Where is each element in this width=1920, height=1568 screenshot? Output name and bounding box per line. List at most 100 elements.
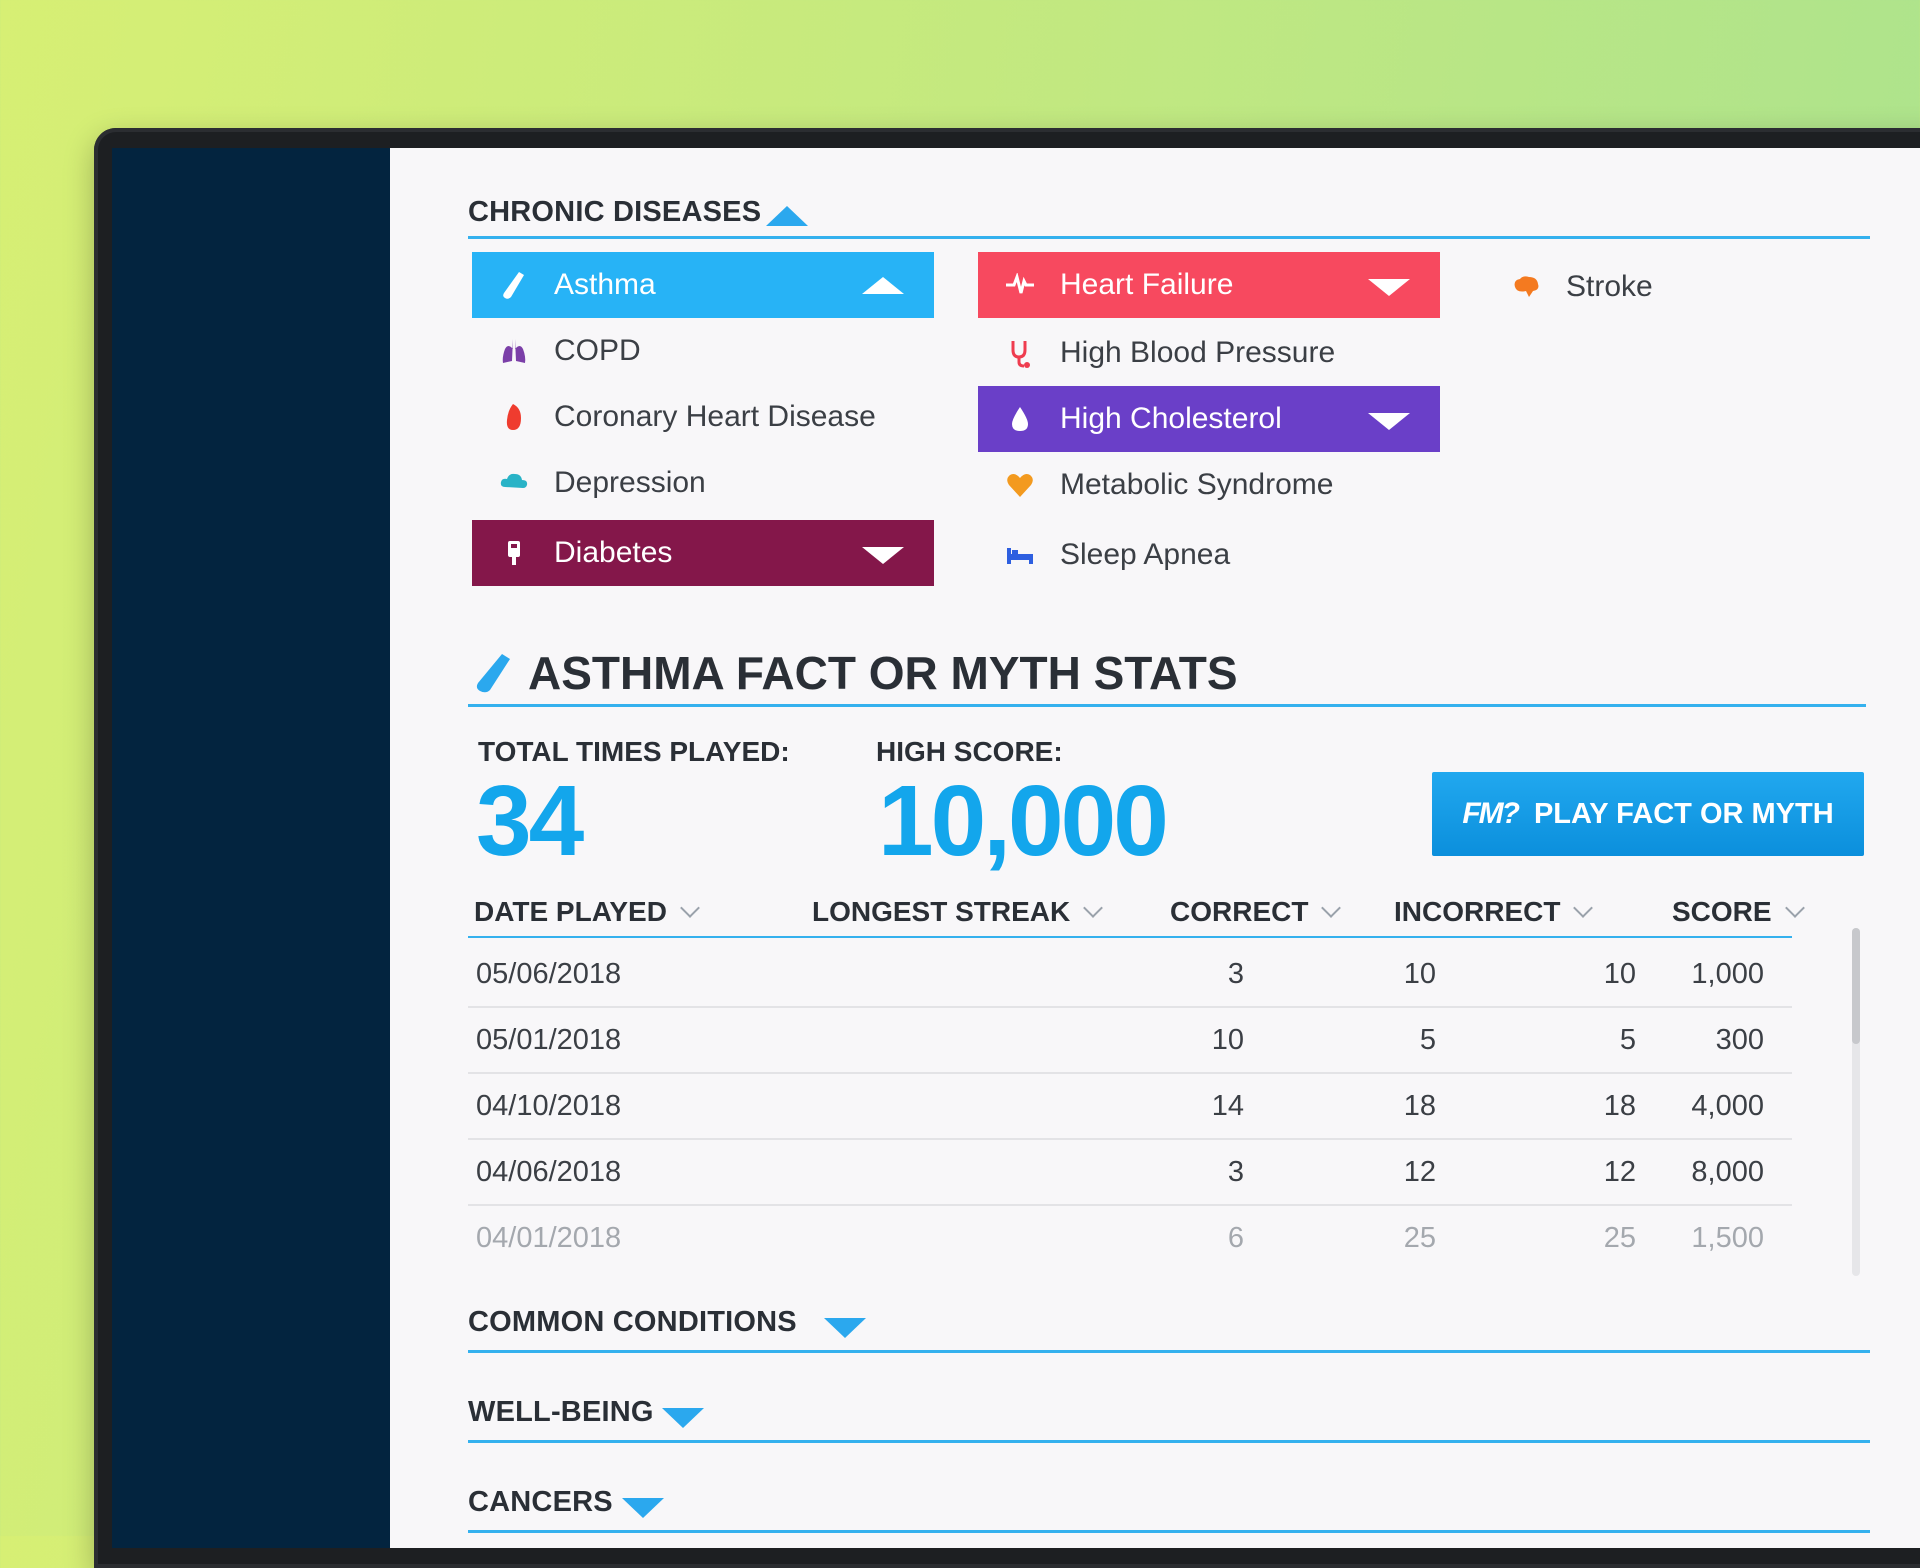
brain-icon xyxy=(1510,271,1542,303)
disease-item-diabetes[interactable]: Diabetes xyxy=(472,520,934,586)
fact-or-myth-logo-icon: FM? xyxy=(1462,797,1520,830)
cell-date: 05/01/2018 xyxy=(476,1024,622,1056)
column-header-longest-streak[interactable]: LONGEST STREAK xyxy=(812,896,1104,928)
cell-correct: 18 xyxy=(1403,1090,1436,1122)
disease-label: Diabetes xyxy=(554,536,673,569)
disease-label: Sleep Apnea xyxy=(1060,538,1231,571)
expand-down-icon[interactable] xyxy=(662,1408,704,1428)
play-fact-or-myth-button[interactable]: FM? PLAY FACT OR MYTH xyxy=(1432,772,1864,856)
scrollbar-thumb[interactable] xyxy=(1852,928,1860,1044)
section-divider xyxy=(468,1530,1870,1533)
inhaler-icon xyxy=(498,269,530,301)
cell-score: 8,000 xyxy=(1691,1156,1764,1188)
table-scrollbar[interactable] xyxy=(1852,928,1860,1276)
section-title-well-being[interactable]: WELL-BEING xyxy=(468,1396,654,1428)
disease-label: Metabolic Syndrome xyxy=(1060,468,1334,501)
cell-incorrect: 18 xyxy=(1603,1090,1636,1122)
disease-item-metabolic-syndrome[interactable]: Metabolic Syndrome xyxy=(978,452,1440,518)
disease-item-coronary-heart-disease[interactable]: Coronary Heart Disease xyxy=(472,384,934,450)
inhaler-icon xyxy=(474,652,512,699)
section-divider xyxy=(468,1440,1870,1443)
disease-label: Asthma xyxy=(554,268,656,301)
section-title-cancers[interactable]: CANCERS xyxy=(468,1486,613,1518)
column-header-date-played[interactable]: DATE PLAYED xyxy=(474,896,700,928)
cloud-rain-icon xyxy=(498,467,530,499)
high-score-value: 10,000 xyxy=(878,765,1169,877)
section-divider xyxy=(468,236,1870,239)
cell-score: 1,500 xyxy=(1691,1222,1764,1254)
total-times-played-label: TOTAL TIMES PLAYED: xyxy=(478,736,790,767)
cell-incorrect: 12 xyxy=(1603,1156,1636,1188)
cell-longest-streak: 3 xyxy=(1227,1156,1244,1188)
disease-item-stroke[interactable]: Stroke xyxy=(1484,254,1920,320)
cell-longest-streak: 6 xyxy=(1227,1222,1244,1254)
disease-label: High Cholesterol xyxy=(1060,402,1282,435)
chevron-down-icon xyxy=(1321,898,1342,918)
chevron-down-icon xyxy=(1083,898,1104,918)
droplet-icon xyxy=(1004,403,1036,435)
disease-label: Coronary Heart Disease xyxy=(554,400,876,433)
collapse-up-icon xyxy=(862,277,904,294)
disease-item-depression[interactable]: Depression xyxy=(472,450,934,516)
header-label: LONGEST STREAK xyxy=(812,896,1071,927)
cell-incorrect: 10 xyxy=(1603,958,1636,990)
disease-label: Depression xyxy=(554,466,706,499)
cell-incorrect: 25 xyxy=(1603,1222,1636,1254)
cell-date: 05/06/2018 xyxy=(476,958,622,990)
disease-item-high-cholesterol[interactable]: High Cholesterol xyxy=(978,386,1440,452)
total-times-played-value: 34 xyxy=(476,765,584,877)
table-row[interactable]: 04/10/2018 14 18 18 4,000 xyxy=(468,1072,1792,1140)
cell-score: 1,000 xyxy=(1691,958,1764,990)
cell-longest-streak: 3 xyxy=(1227,958,1244,990)
table-header-divider xyxy=(468,936,1792,938)
heartbeat-icon xyxy=(1004,269,1036,301)
disease-item-copd[interactable]: COPD xyxy=(472,318,934,384)
heart-icon xyxy=(1004,469,1036,501)
table-row[interactable]: 05/01/2018 10 5 5 300 xyxy=(468,1006,1792,1074)
collapse-up-icon[interactable] xyxy=(766,206,808,226)
cell-longest-streak: 10 xyxy=(1211,1024,1244,1056)
cell-date: 04/01/2018 xyxy=(476,1222,622,1254)
chevron-down-icon xyxy=(1784,898,1805,918)
cell-correct: 10 xyxy=(1403,958,1436,990)
header-label: INCORRECT xyxy=(1394,896,1561,927)
heart-organ-icon xyxy=(498,401,530,433)
expand-down-icon xyxy=(862,547,904,564)
cell-correct: 5 xyxy=(1419,1024,1436,1056)
header-label: DATE PLAYED xyxy=(474,896,667,927)
section-title-chronic-diseases[interactable]: CHRONIC DISEASES xyxy=(468,196,762,228)
chevron-down-icon xyxy=(680,898,700,918)
play-button-label: PLAY FACT OR MYTH xyxy=(1533,797,1834,830)
table-row[interactable]: 04/01/2018 6 25 25 1,500 xyxy=(468,1204,1792,1270)
disease-item-sleep-apnea[interactable]: Sleep Apnea xyxy=(978,522,1440,588)
column-header-incorrect[interactable]: INCORRECT xyxy=(1394,896,1594,928)
header-label: SCORE xyxy=(1672,896,1772,927)
column-header-correct[interactable]: CORRECT xyxy=(1170,896,1342,928)
cell-incorrect: 5 xyxy=(1619,1024,1636,1056)
stats-title: ASTHMA FACT OR MYTH STATS xyxy=(528,647,1238,699)
disease-item-asthma[interactable]: Asthma xyxy=(472,252,934,318)
expand-down-icon xyxy=(1368,279,1410,296)
column-header-score[interactable]: SCORE xyxy=(1672,896,1805,928)
glucose-meter-icon xyxy=(498,537,530,569)
expand-down-icon xyxy=(1368,413,1410,430)
expand-down-icon[interactable] xyxy=(824,1318,866,1338)
section-divider xyxy=(468,704,1866,707)
disease-item-high-blood-pressure[interactable]: High Blood Pressure xyxy=(978,320,1440,386)
disease-label: High Blood Pressure xyxy=(1060,336,1336,369)
header-label: CORRECT xyxy=(1170,896,1309,927)
cell-longest-streak: 14 xyxy=(1211,1090,1244,1122)
disease-item-heart-failure[interactable]: Heart Failure xyxy=(978,252,1440,318)
table-row[interactable]: 04/06/2018 3 12 12 8,000 xyxy=(468,1138,1792,1206)
cell-correct: 12 xyxy=(1403,1156,1436,1188)
section-title-common-conditions[interactable]: COMMON CONDITIONS xyxy=(468,1306,797,1338)
high-score-label: HIGH SCORE: xyxy=(876,736,1063,767)
disease-label: Stroke xyxy=(1566,270,1653,303)
sidebar xyxy=(112,148,390,1548)
table-row[interactable]: 05/06/2018 3 10 10 1,000 xyxy=(468,940,1792,1008)
main-content: CHRONIC DISEASES Asthma COPD Coronary He… xyxy=(390,148,1920,1548)
stethoscope-icon xyxy=(1004,337,1036,369)
cell-correct: 25 xyxy=(1403,1222,1436,1254)
expand-down-icon[interactable] xyxy=(622,1498,664,1518)
bed-icon xyxy=(1004,539,1036,571)
